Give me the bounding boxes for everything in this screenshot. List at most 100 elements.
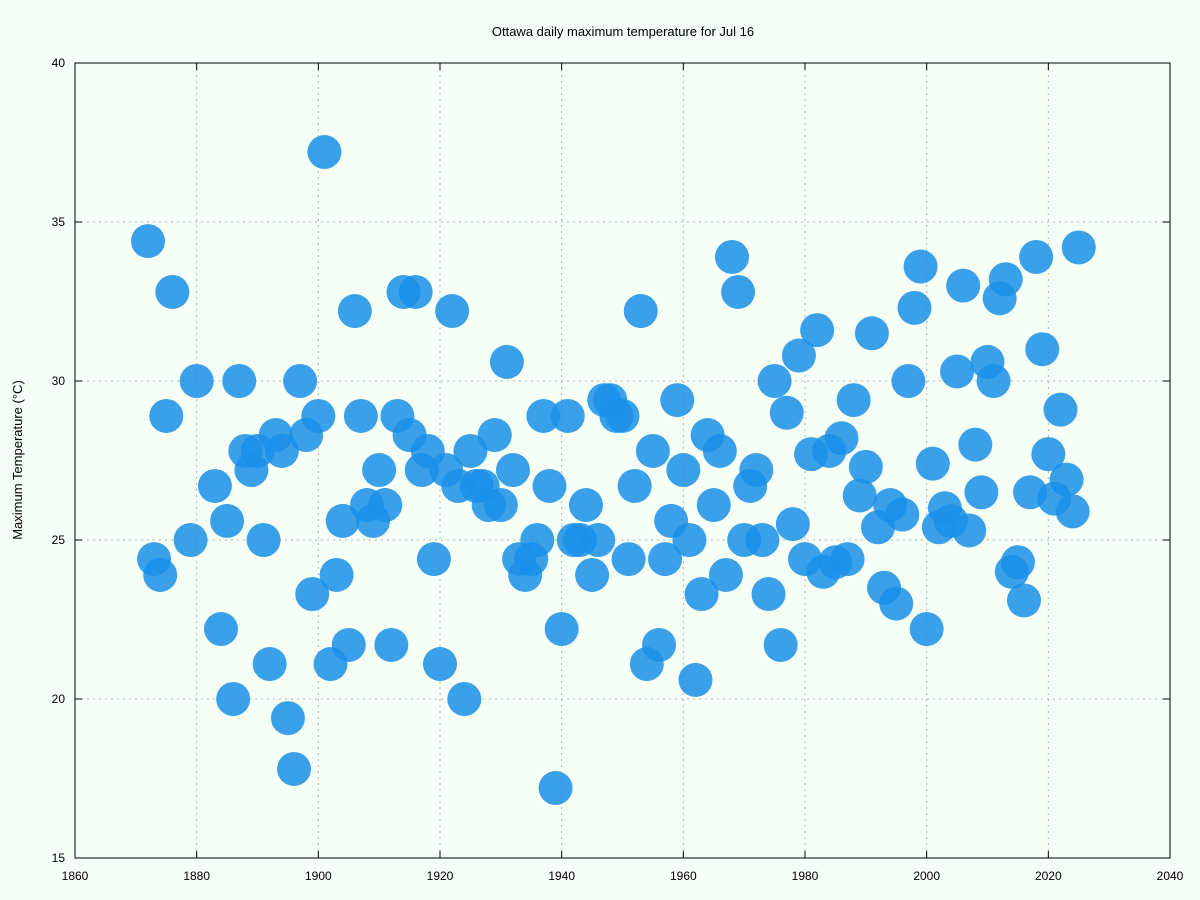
data-point <box>374 627 409 662</box>
x-tick-label: 2040 <box>1157 869 1184 883</box>
data-point <box>897 290 932 325</box>
y-tick-label: 30 <box>52 374 66 388</box>
y-tick-label: 35 <box>52 215 66 229</box>
data-point <box>757 364 792 398</box>
plot-frame <box>74 62 1171 859</box>
data-point <box>277 751 311 786</box>
data-point <box>246 523 281 557</box>
data-point <box>143 557 178 592</box>
data-point <box>976 364 1011 398</box>
data-point <box>952 513 987 548</box>
data-point <box>702 433 737 468</box>
data-point <box>155 274 190 309</box>
data-point <box>295 577 330 612</box>
data-point <box>1007 583 1041 618</box>
data-point <box>660 383 695 418</box>
data-point <box>721 274 756 309</box>
data-point <box>204 612 238 647</box>
data-point <box>1019 239 1054 274</box>
data-point <box>477 418 512 453</box>
y-tick-label: 25 <box>52 533 66 547</box>
data-point <box>398 274 433 309</box>
data-point <box>222 364 257 398</box>
y-tick-label: 15 <box>52 851 66 865</box>
data-point <box>496 453 530 488</box>
axes: 1860 1880 1900 1920 1940 1960 1980 2000 2020 2040… <box>52 56 1184 883</box>
data-point <box>435 294 470 329</box>
data-point <box>131 224 165 259</box>
data-point <box>1043 392 1078 427</box>
data-point <box>325 503 360 538</box>
data-point <box>179 364 214 398</box>
data-point <box>283 364 318 398</box>
data-point <box>520 523 555 557</box>
data-point <box>830 542 865 577</box>
x-tick-label: 1920 <box>427 869 454 883</box>
data-point <box>173 523 208 557</box>
data-point <box>264 433 299 468</box>
data-point <box>842 478 877 513</box>
data-point <box>854 316 889 351</box>
data-point <box>483 488 518 523</box>
data-point <box>824 421 859 456</box>
data-point <box>909 612 944 647</box>
x-tick-label: 2020 <box>1035 869 1062 883</box>
data-point <box>879 586 914 621</box>
data-point <box>915 446 950 481</box>
y-tick-label: 20 <box>52 692 66 706</box>
data-point <box>666 453 701 488</box>
data-point <box>149 398 184 433</box>
y-axis-label: Maximum Temperature (°C) <box>10 380 25 540</box>
data-point <box>696 488 731 523</box>
data-point <box>751 577 786 612</box>
data-point <box>1049 462 1084 497</box>
data-point <box>544 612 579 647</box>
data-point <box>343 398 378 433</box>
data-point <box>623 294 658 329</box>
data-point <box>368 488 403 523</box>
data-point <box>538 771 573 806</box>
data-point <box>605 398 640 433</box>
data-point <box>611 542 646 577</box>
data-point <box>781 338 816 373</box>
data-point <box>550 398 585 433</box>
data-point <box>763 627 798 662</box>
data-point <box>715 239 749 274</box>
data-point <box>775 507 810 542</box>
data-point <box>489 344 524 379</box>
data-point <box>307 135 342 170</box>
chart-title: Ottawa daily maximum temperature for Jul… <box>492 24 754 39</box>
data-point <box>210 503 245 538</box>
data-point <box>739 453 774 488</box>
data-point <box>678 662 713 697</box>
data-point <box>447 682 482 716</box>
data-point <box>416 542 451 577</box>
x-tick-label: 1960 <box>670 869 697 883</box>
data-point <box>1025 332 1060 367</box>
data-point <box>1000 545 1035 580</box>
data-point <box>331 627 366 662</box>
data-point <box>708 557 743 592</box>
data-point <box>301 398 336 433</box>
data-point <box>642 627 676 662</box>
data-point <box>337 294 372 329</box>
data-point <box>423 647 457 682</box>
data-point <box>575 557 610 592</box>
data-point <box>745 523 780 557</box>
x-tick-label: 1940 <box>548 869 575 883</box>
data-point <box>1031 437 1066 472</box>
x-tick-label: 1880 <box>183 869 210 883</box>
data-point <box>270 701 305 736</box>
x-tick-label: 1980 <box>792 869 819 883</box>
data-point <box>964 475 999 510</box>
data-point <box>1055 494 1090 529</box>
data-point <box>684 577 719 612</box>
data-point <box>903 249 938 284</box>
y-tick-label: 40 <box>52 56 66 70</box>
data-point <box>958 427 993 462</box>
data-point <box>648 542 683 577</box>
data-point <box>1061 230 1096 265</box>
data-point <box>617 468 652 503</box>
data-point <box>769 395 804 430</box>
